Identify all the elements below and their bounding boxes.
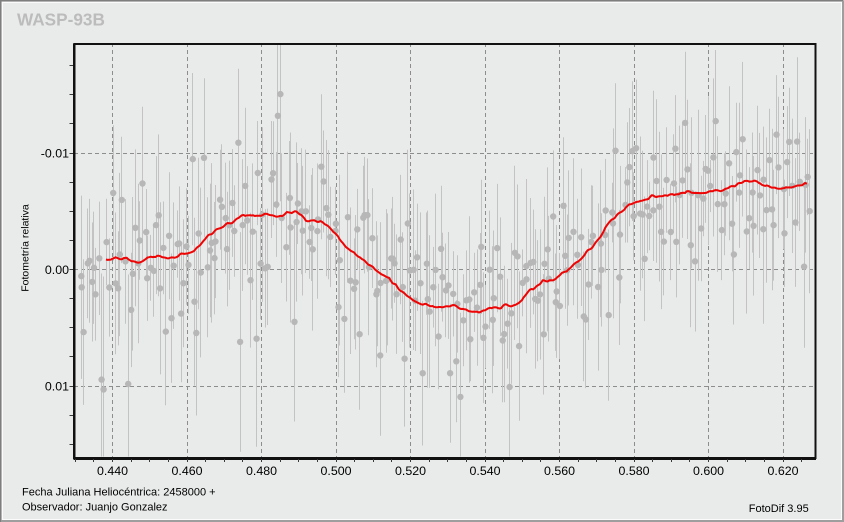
svg-text:FotoDif 3.95: FotoDif 3.95 (749, 503, 809, 515)
svg-text:0.440: 0.440 (97, 464, 128, 478)
svg-text:-0.01: -0.01 (41, 146, 69, 160)
svg-text:0.600: 0.600 (693, 464, 724, 478)
svg-text:WASP-93B: WASP-93B (17, 10, 105, 30)
svg-text:0.460: 0.460 (171, 464, 202, 478)
svg-text:0.580: 0.580 (618, 464, 649, 478)
svg-text:Observador: Juanjo Gonzalez: Observador: Juanjo Gonzalez (22, 502, 168, 514)
svg-text:0.00: 0.00 (45, 263, 69, 277)
svg-text:0.620: 0.620 (767, 464, 798, 478)
svg-text:0.500: 0.500 (320, 464, 351, 478)
svg-text:Fecha Juliana Heliocéntrica: 2: Fecha Juliana Heliocéntrica: 2458000 + (22, 487, 216, 499)
svg-text:0.540: 0.540 (469, 464, 500, 478)
svg-text:0.520: 0.520 (395, 464, 426, 478)
svg-text:0.560: 0.560 (544, 464, 575, 478)
svg-text:0.01: 0.01 (45, 379, 69, 393)
svg-text:0.480: 0.480 (246, 464, 277, 478)
svg-text:Fotometría relativa: Fotometría relativa (20, 204, 32, 292)
